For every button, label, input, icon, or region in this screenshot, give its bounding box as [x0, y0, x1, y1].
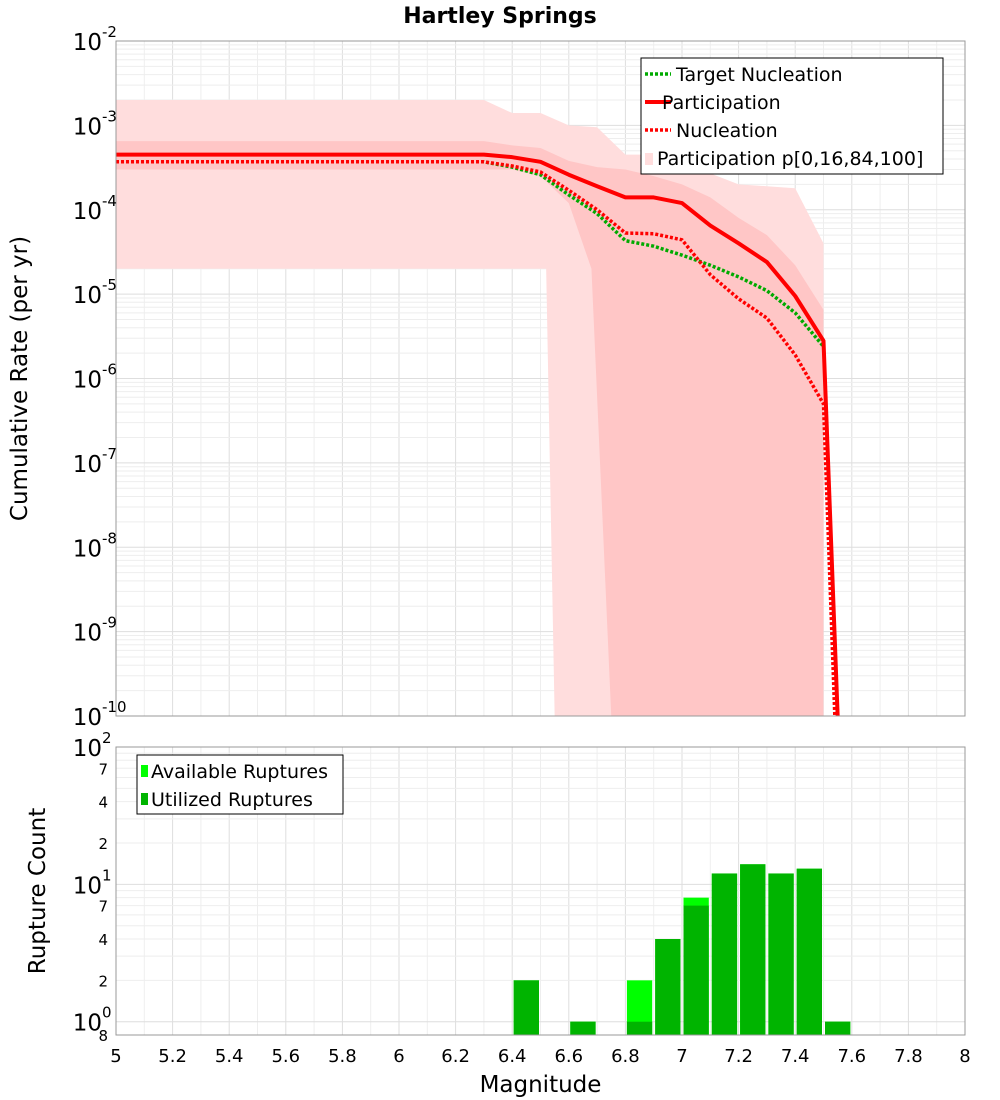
- utilized-rupture-bar: [683, 905, 709, 1035]
- magnitude-tick-label: 5.6: [271, 1046, 300, 1067]
- count-gridlines: [115, 746, 966, 1035]
- legend-label: Participation: [662, 92, 781, 114]
- rate-y-tick-label: 10: [73, 621, 102, 647]
- rate-legend-box: [640, 57, 944, 175]
- magnitude-tick-label: 6.6: [554, 1046, 583, 1067]
- count-y-minor-tick-label: 8: [98, 1027, 108, 1045]
- rate-legend: Target Nucleation Participation Nucleation…: [640, 57, 944, 175]
- rate-plot-frame: [115, 40, 966, 717]
- rate-y-tick-label: 10: [73, 368, 102, 394]
- rate-y-tick-exponent: -7: [102, 445, 117, 463]
- count-y-minor-tick-label: 4: [98, 931, 108, 949]
- rate-panel: 10-210-310-410-510-610-710-810-910-10 Cu…: [7, 23, 966, 731]
- utilized-rupture-bar: [626, 1021, 653, 1035]
- rate-y-tick-label: 10: [73, 283, 102, 309]
- magnitude-tick-label: 7: [676, 1046, 687, 1067]
- legend-label: Nucleation: [676, 120, 778, 142]
- count-y-minor-tick-label: 4: [98, 794, 108, 812]
- count-y-minor-tick-label: 7: [98, 760, 108, 778]
- magnitude-tick-label: 6.4: [498, 1046, 527, 1067]
- magnitude-tick-label: 7.6: [837, 1046, 866, 1067]
- count-y-minor-tick-label: 7: [98, 898, 108, 916]
- count-y-minor-tick-label: 2: [98, 972, 108, 990]
- count-y-tick-exponent: 2: [102, 729, 112, 747]
- rate-series-lines: [116, 152, 840, 717]
- legend-swatch: [141, 765, 148, 777]
- count-legend: Available Ruptures Utilized Ruptures: [136, 754, 344, 815]
- rate-y-tick-label: 10: [73, 30, 102, 56]
- utilized-rupture-bar: [740, 864, 766, 1035]
- series-line-nucleation: [116, 160, 837, 717]
- rate-y-tick-exponent: -8: [102, 529, 117, 547]
- count-bars: [513, 864, 851, 1035]
- utilized-rupture-bar: [655, 939, 681, 1035]
- count-y-tick-label: 10: [73, 1011, 102, 1037]
- magnitude-tick-label: 7.2: [724, 1046, 753, 1067]
- utilized-rupture-bar: [513, 980, 539, 1035]
- utilized-rupture-bar: [796, 868, 822, 1035]
- magnitude-tick-label: 5.8: [328, 1046, 357, 1067]
- count-y-axis-label: Rupture Count: [25, 808, 51, 974]
- participation-bands: [116, 99, 824, 717]
- magnitude-axis-label: Magnitude: [480, 1072, 602, 1098]
- legend-label: Utilized Ruptures: [151, 789, 313, 811]
- chart-title: Hartley Springs: [403, 4, 597, 29]
- rate-y-tick-exponent: -5: [102, 276, 117, 294]
- magnitude-tick-labels: 5 5.2 5.4 5.6 5.8 6 6.2 6.4 6.6 6.8 7 7.2 7.4 7.6 7.8 8: [110, 1046, 970, 1067]
- rate-y-axis-label: Cumulative Rate (per yr): [7, 236, 33, 521]
- rate-y-tick-exponent: -2: [102, 23, 117, 41]
- rate-y-tick-label: 10: [73, 705, 102, 731]
- magnitude-tick-label: 5: [110, 1046, 121, 1067]
- rate-y-tick-label: 10: [73, 199, 102, 225]
- count-y-minor-tick-label: 2: [98, 835, 108, 853]
- utilized-rupture-bar: [711, 873, 738, 1035]
- count-y-tick-exponent: 0: [102, 1004, 112, 1022]
- legend-label: Participation p[0,16,84,100]: [657, 148, 923, 170]
- rate-y-tick-label: 10: [73, 114, 102, 140]
- magnitude-tick-label: 6.2: [441, 1046, 470, 1067]
- legend-label: Available Ruptures: [151, 761, 328, 783]
- rate-y-tick-exponent: -6: [102, 361, 117, 379]
- magnitude-tick-label: 8: [959, 1046, 970, 1067]
- rate-y-tick-exponent: -3: [102, 107, 117, 125]
- legend-swatch: [141, 793, 148, 805]
- utilized-rupture-bar: [768, 873, 794, 1035]
- utilized-rupture-bar: [825, 1021, 851, 1035]
- count-plot-frame: [115, 746, 966, 1036]
- magnitude-tick-label: 7.4: [781, 1046, 810, 1067]
- rate-y-tick-exponent: -9: [102, 614, 117, 632]
- rate-y-tick-exponent: -4: [102, 192, 117, 210]
- legend-swatch: [645, 153, 653, 165]
- rate-y-tick-labels: 10-210-310-410-510-610-710-810-910-10: [73, 23, 127, 731]
- rate-y-tick-exponent: -10: [102, 698, 127, 716]
- rate-y-tick-label: 10: [73, 536, 102, 562]
- count-y-tick-label: 10: [73, 736, 102, 762]
- magnitude-tick-label: 6.8: [611, 1046, 640, 1067]
- count-y-tick-exponent: 1: [102, 866, 112, 884]
- participation-band-p16-p84: [116, 141, 824, 717]
- magnitude-tick-label: 7.8: [894, 1046, 923, 1067]
- magnitude-tick-label: 5.4: [215, 1046, 244, 1067]
- series-line-participation: [116, 152, 840, 717]
- legend-label: Target Nucleation: [675, 64, 843, 86]
- count-legend-box: [136, 754, 344, 815]
- rate-y-tick-label: 10: [73, 452, 102, 478]
- magnitude-tick-label: 6: [393, 1046, 404, 1067]
- count-y-tick-label: 10: [73, 873, 102, 899]
- magnitude-tick-label: 5.2: [158, 1046, 187, 1067]
- utilized-rupture-bar: [570, 1021, 596, 1035]
